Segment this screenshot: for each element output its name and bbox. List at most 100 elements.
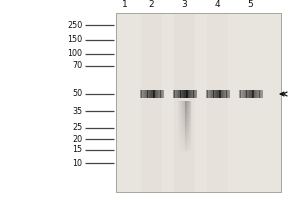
- Bar: [190, 109, 191, 111]
- Bar: [185, 129, 187, 131]
- Bar: [184, 109, 185, 111]
- Bar: [185, 149, 187, 151]
- Bar: [178, 117, 179, 119]
- Bar: [188, 111, 189, 113]
- Bar: [183, 90, 184, 98]
- Text: 25: 25: [72, 123, 82, 132]
- Bar: [188, 143, 189, 145]
- Bar: [182, 117, 183, 119]
- Bar: [180, 145, 181, 147]
- Bar: [188, 90, 189, 98]
- Bar: [182, 133, 183, 135]
- Bar: [181, 101, 182, 103]
- Bar: [188, 127, 190, 129]
- Bar: [189, 141, 190, 143]
- Bar: [186, 90, 188, 98]
- Bar: [178, 103, 179, 105]
- Bar: [183, 145, 184, 147]
- Bar: [189, 121, 190, 123]
- Bar: [190, 139, 191, 141]
- Bar: [140, 90, 142, 98]
- Bar: [184, 141, 185, 143]
- Bar: [176, 90, 177, 98]
- Bar: [183, 113, 184, 115]
- Bar: [174, 90, 176, 98]
- Bar: [180, 127, 181, 129]
- Bar: [189, 129, 190, 131]
- Bar: [207, 90, 209, 98]
- Bar: [178, 107, 179, 109]
- Bar: [178, 145, 179, 147]
- Bar: [189, 137, 190, 139]
- Bar: [181, 119, 182, 121]
- Bar: [180, 103, 181, 105]
- Bar: [178, 111, 179, 113]
- Bar: [178, 133, 179, 135]
- Bar: [184, 117, 185, 119]
- Bar: [182, 129, 183, 131]
- Bar: [188, 139, 189, 141]
- Bar: [183, 125, 184, 127]
- Bar: [181, 141, 182, 143]
- Bar: [184, 149, 185, 151]
- Bar: [190, 125, 191, 127]
- Bar: [189, 107, 190, 109]
- Bar: [184, 115, 185, 117]
- Bar: [180, 133, 181, 135]
- Bar: [194, 90, 195, 98]
- Bar: [188, 133, 190, 135]
- Bar: [210, 90, 211, 98]
- Bar: [191, 131, 193, 133]
- Bar: [184, 101, 185, 103]
- Bar: [179, 135, 180, 137]
- Bar: [182, 119, 183, 121]
- Bar: [189, 103, 190, 105]
- Bar: [188, 125, 189, 127]
- Bar: [189, 109, 190, 111]
- Bar: [184, 143, 185, 145]
- Bar: [216, 90, 217, 98]
- Bar: [183, 109, 184, 111]
- Bar: [182, 139, 183, 141]
- Bar: [191, 127, 193, 129]
- Bar: [183, 141, 184, 143]
- Bar: [245, 90, 247, 98]
- Bar: [189, 111, 190, 113]
- Bar: [188, 133, 189, 135]
- Bar: [185, 139, 187, 141]
- Bar: [188, 147, 190, 149]
- Bar: [184, 143, 186, 145]
- Bar: [116, 13, 280, 192]
- Bar: [182, 135, 183, 137]
- Bar: [184, 139, 185, 141]
- Bar: [186, 147, 188, 149]
- Bar: [184, 121, 185, 123]
- Bar: [141, 13, 162, 192]
- Bar: [183, 121, 184, 123]
- Bar: [191, 113, 193, 115]
- Bar: [150, 90, 151, 98]
- Bar: [182, 125, 183, 127]
- Bar: [186, 127, 188, 129]
- Bar: [181, 145, 182, 147]
- Bar: [185, 133, 187, 135]
- Bar: [190, 133, 191, 135]
- Bar: [179, 123, 180, 125]
- Bar: [182, 145, 183, 147]
- Bar: [189, 145, 190, 147]
- Bar: [256, 90, 257, 98]
- Bar: [189, 123, 190, 125]
- Text: 20: 20: [72, 134, 82, 144]
- Bar: [220, 90, 222, 98]
- Bar: [179, 109, 180, 111]
- Bar: [249, 90, 250, 98]
- Bar: [182, 115, 183, 117]
- Bar: [147, 90, 149, 98]
- Bar: [178, 131, 179, 133]
- Bar: [185, 121, 187, 123]
- Bar: [183, 119, 184, 121]
- Bar: [242, 90, 243, 98]
- Bar: [184, 123, 186, 125]
- Bar: [186, 103, 188, 105]
- Bar: [188, 121, 190, 123]
